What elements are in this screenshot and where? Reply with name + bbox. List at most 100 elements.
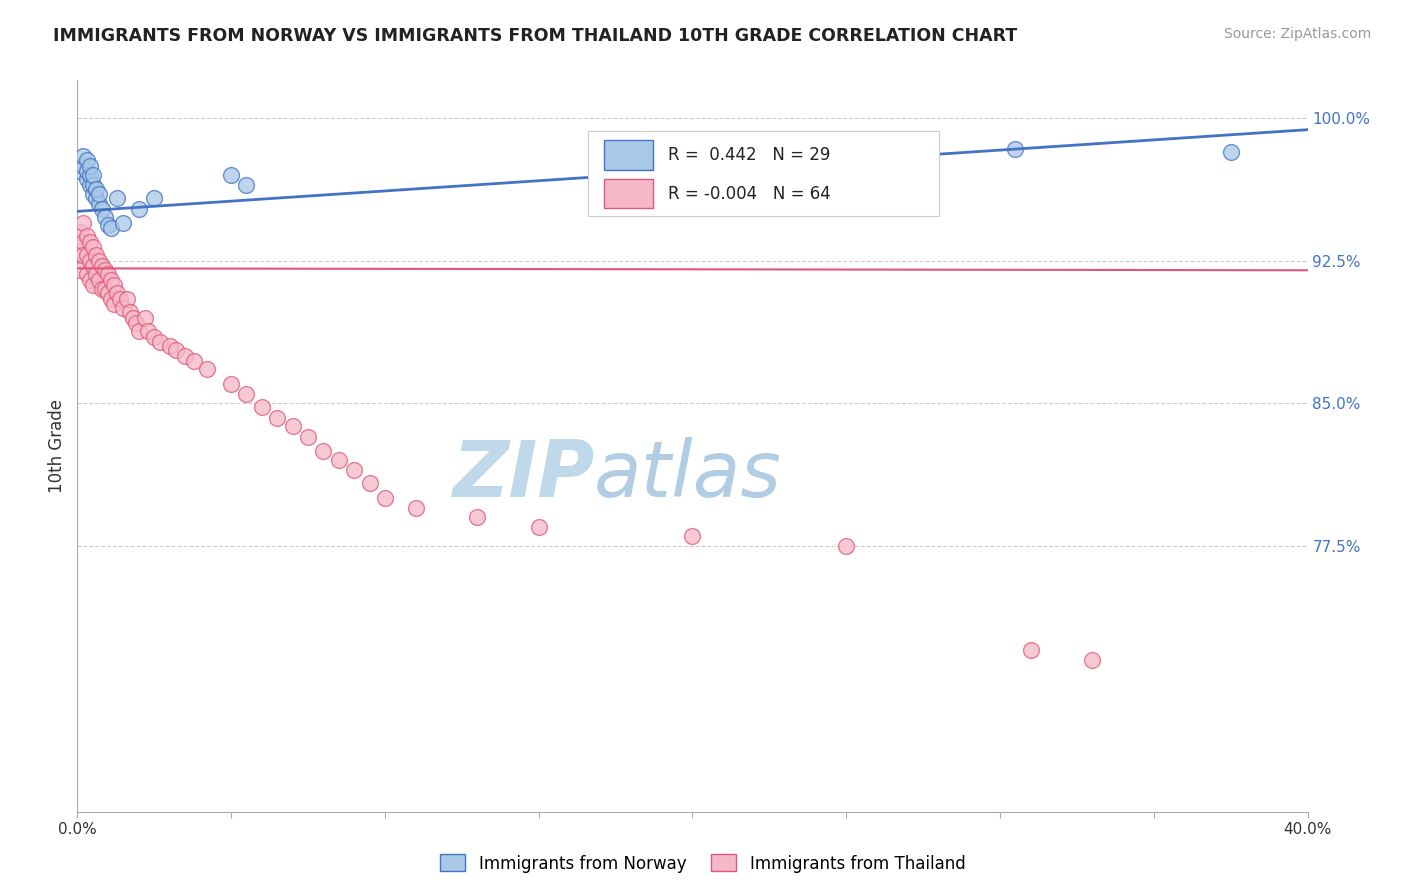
Point	[174, 349, 197, 363]
Point	[195, 362, 218, 376]
Point	[1019, 643, 1042, 657]
Point	[94, 263, 117, 277]
Point	[76, 164, 98, 178]
Point	[465, 510, 488, 524]
Point	[143, 191, 166, 205]
Point	[266, 411, 288, 425]
Point	[136, 324, 159, 338]
Point	[835, 539, 858, 553]
FancyBboxPatch shape	[605, 140, 654, 169]
Point	[405, 500, 427, 515]
Point	[281, 419, 304, 434]
Point	[76, 267, 98, 281]
Point	[149, 335, 172, 350]
Point	[1081, 653, 1104, 667]
Point	[82, 168, 104, 182]
Point	[312, 443, 335, 458]
Point	[82, 260, 104, 274]
Point	[118, 305, 141, 319]
Text: IMMIGRANTS FROM NORWAY VS IMMIGRANTS FROM THAILAND 10TH GRADE CORRELATION CHART: IMMIGRANTS FROM NORWAY VS IMMIGRANTS FRO…	[53, 27, 1018, 45]
Text: R = -0.004   N = 64: R = -0.004 N = 64	[668, 185, 831, 202]
Point	[87, 187, 110, 202]
Point	[103, 278, 125, 293]
Point	[82, 178, 104, 192]
Point	[682, 529, 704, 543]
Point	[115, 292, 138, 306]
Point	[97, 218, 120, 232]
Text: Source: ZipAtlas.com: Source: ZipAtlas.com	[1223, 27, 1371, 41]
Point	[374, 491, 396, 506]
Point	[76, 153, 98, 167]
Point	[84, 267, 107, 281]
Point	[79, 253, 101, 268]
Point	[69, 263, 91, 277]
Point	[90, 260, 114, 274]
Point	[79, 235, 101, 249]
Point	[72, 216, 94, 230]
Point	[121, 310, 143, 325]
Point	[250, 400, 273, 414]
Point	[72, 235, 94, 249]
Point	[1004, 142, 1026, 156]
FancyBboxPatch shape	[588, 131, 939, 216]
Point	[235, 386, 257, 401]
Point	[235, 178, 257, 192]
Point	[79, 273, 101, 287]
Point	[105, 286, 128, 301]
Point	[69, 225, 91, 239]
Point	[1219, 145, 1241, 160]
Point	[97, 267, 120, 281]
Point	[76, 248, 98, 262]
Point	[527, 520, 550, 534]
Point	[134, 310, 156, 325]
Point	[804, 153, 827, 167]
Point	[159, 339, 181, 353]
Point	[82, 278, 104, 293]
Point	[84, 248, 107, 262]
Point	[143, 330, 166, 344]
Point	[125, 317, 148, 331]
Point	[128, 202, 150, 217]
Point	[297, 430, 319, 444]
Point	[110, 292, 132, 306]
Point	[72, 149, 94, 163]
Point	[79, 168, 101, 182]
Point	[90, 202, 114, 217]
Point	[79, 178, 101, 192]
Point	[105, 191, 128, 205]
Point	[72, 159, 94, 173]
Text: ZIP: ZIP	[451, 437, 595, 513]
Point	[100, 273, 122, 287]
Point	[94, 282, 117, 296]
Point	[79, 159, 101, 173]
Point	[219, 377, 242, 392]
Point	[76, 229, 98, 244]
FancyBboxPatch shape	[605, 179, 654, 209]
Point	[94, 210, 117, 224]
Point	[343, 463, 366, 477]
Point	[359, 476, 381, 491]
Y-axis label: 10th Grade: 10th Grade	[48, 399, 66, 493]
Point	[128, 324, 150, 338]
Point	[97, 286, 120, 301]
Legend: Immigrants from Norway, Immigrants from Thailand: Immigrants from Norway, Immigrants from …	[434, 847, 972, 880]
Point	[87, 253, 110, 268]
Text: R =  0.442   N = 29: R = 0.442 N = 29	[668, 146, 830, 164]
Point	[82, 187, 104, 202]
Point	[84, 191, 107, 205]
Point	[328, 453, 350, 467]
Point	[72, 248, 94, 262]
Point	[90, 282, 114, 296]
Point	[87, 273, 110, 287]
Point	[165, 343, 187, 357]
Point	[112, 301, 135, 316]
Point	[103, 297, 125, 311]
Point	[112, 216, 135, 230]
Point	[219, 168, 242, 182]
Point	[69, 164, 91, 178]
Point	[82, 240, 104, 254]
Point	[84, 181, 107, 195]
Point	[76, 172, 98, 186]
Point	[100, 221, 122, 235]
Point	[183, 354, 205, 368]
